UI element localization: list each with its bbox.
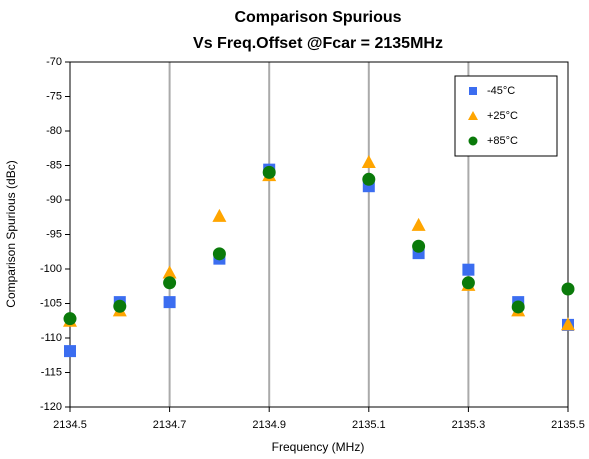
chart-title: Comparison Spurious [234, 9, 401, 26]
legend-label: +25°C [487, 110, 518, 122]
x-tick-label: 2135.3 [452, 419, 486, 431]
point [212, 247, 226, 261]
y-tick-label: -90 [46, 194, 62, 206]
y-axis-label: Comparison Spurious (dBc) [4, 160, 18, 307]
x-axis-label: Frequency (MHz) [272, 440, 365, 454]
point [462, 263, 475, 276]
y-tick-label: -105 [40, 297, 62, 309]
x-tick-label: 2134.9 [252, 419, 286, 431]
x-tick-label: 2135.1 [352, 419, 386, 431]
point [561, 317, 575, 331]
point [162, 265, 177, 279]
legend-marker [468, 111, 478, 120]
point [361, 155, 376, 169]
y-tick-label: -110 [41, 332, 62, 344]
point [63, 312, 77, 326]
y-tick-label: -115 [41, 366, 62, 378]
y-tick-label: -100 [40, 263, 62, 275]
y-tick-label: -95 [46, 228, 62, 240]
point [113, 299, 127, 313]
x-tick-label: 2135.5 [551, 419, 585, 431]
legend-marker [468, 136, 478, 146]
point [362, 172, 376, 186]
point [64, 345, 76, 358]
point [511, 300, 525, 314]
point [411, 217, 426, 231]
point [262, 165, 276, 179]
point [561, 282, 575, 296]
chart-subtitle: Vs Freq.Offset @Fcar = 2135MHz [193, 35, 443, 52]
point [163, 276, 177, 290]
x-tick-label: 2134.7 [153, 419, 187, 431]
legend-label: +85°C [487, 135, 518, 147]
y-tick-label: -70 [46, 56, 62, 68]
y-tick-label: -120 [40, 401, 62, 413]
point [412, 239, 426, 253]
legend-label: -45°C [487, 85, 515, 97]
x-tick-label: 2134.5 [53, 419, 87, 431]
y-tick-label: -85 [46, 159, 62, 171]
y-tick-label: -75 [46, 90, 62, 102]
point [461, 276, 475, 290]
point [163, 296, 176, 309]
legend-marker [469, 87, 477, 95]
point [212, 208, 227, 222]
plot-frame [69, 61, 569, 408]
y-tick-label: -80 [46, 125, 62, 137]
